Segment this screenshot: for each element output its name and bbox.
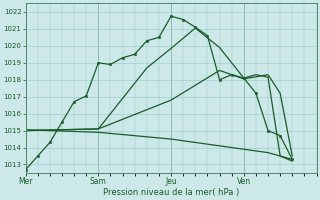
X-axis label: Pression niveau de la mer( hPa ): Pression niveau de la mer( hPa ) [103, 188, 239, 197]
